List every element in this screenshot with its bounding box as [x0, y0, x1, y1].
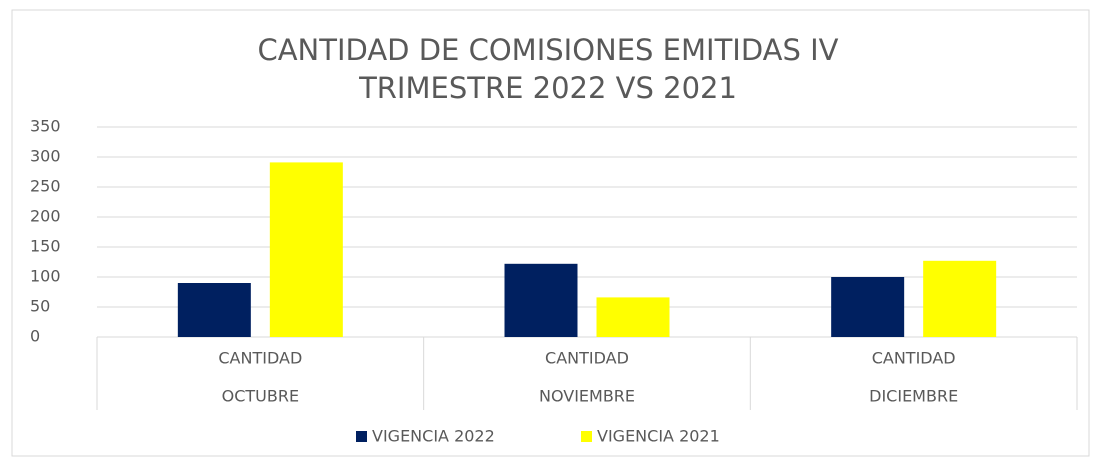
x-tick-label: NOVIEMBRE: [539, 387, 635, 406]
y-tick-label: 150: [30, 237, 61, 256]
legend-label: VIGENCIA 2022: [372, 427, 495, 446]
chart-border: [11, 9, 1090, 457]
x-subcategory-label: CANTIDAD: [872, 349, 956, 368]
legend-label: VIGENCIA 2021: [597, 427, 720, 446]
x-tick-label: OCTUBRE: [222, 387, 299, 406]
chart-title: CANTIDAD DE COMISIONES EMITIDAS IV TRIME…: [257, 33, 839, 105]
y-tick-label: 350: [30, 117, 61, 136]
bar: [177, 283, 251, 337]
x-subcategory-label: CANTIDAD: [218, 349, 302, 368]
bar: [923, 260, 997, 337]
y-tick-label: 300: [30, 147, 61, 166]
y-tick-label: 100: [30, 267, 61, 286]
bar: [269, 162, 343, 337]
bar: [504, 263, 578, 337]
x-tick-label: DICIEMBRE: [869, 387, 958, 406]
legend-swatch: [356, 431, 367, 442]
y-tick-label: 0: [30, 327, 40, 346]
x-subcategory-label: CANTIDAD: [545, 349, 629, 368]
legend-swatch: [581, 431, 592, 442]
y-tick-label: 200: [30, 207, 61, 226]
bar: [831, 277, 905, 337]
y-tick-label: 50: [30, 297, 50, 316]
bar: [596, 297, 670, 337]
y-tick-label: 250: [30, 177, 61, 196]
